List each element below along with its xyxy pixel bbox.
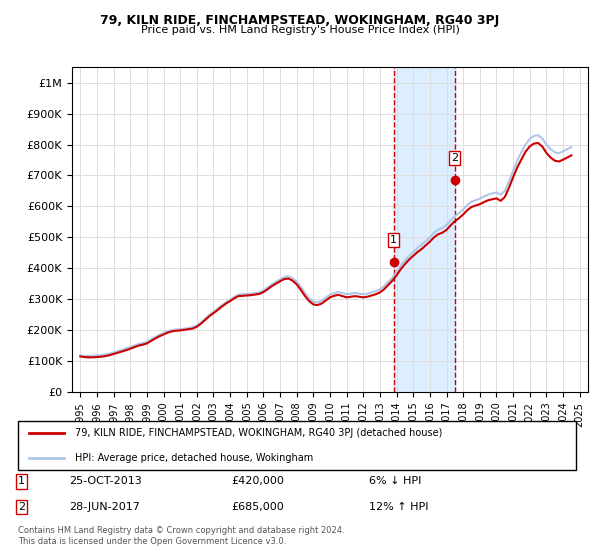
Text: HPI: Average price, detached house, Wokingham: HPI: Average price, detached house, Woki… bbox=[76, 452, 314, 463]
Text: Price paid vs. HM Land Registry's House Price Index (HPI): Price paid vs. HM Land Registry's House … bbox=[140, 25, 460, 35]
Text: Contains HM Land Registry data © Crown copyright and database right 2024.
This d: Contains HM Land Registry data © Crown c… bbox=[18, 526, 344, 545]
Text: 79, KILN RIDE, FINCHAMPSTEAD, WOKINGHAM, RG40 3PJ (detached house): 79, KILN RIDE, FINCHAMPSTEAD, WOKINGHAM,… bbox=[76, 428, 443, 438]
Text: 1: 1 bbox=[390, 235, 397, 245]
Text: 28-JUN-2017: 28-JUN-2017 bbox=[70, 502, 140, 512]
FancyBboxPatch shape bbox=[18, 421, 577, 470]
Text: 2: 2 bbox=[18, 502, 25, 512]
Bar bbox=[394, 67, 455, 392]
Text: 79, KILN RIDE, FINCHAMPSTEAD, WOKINGHAM, RG40 3PJ: 79, KILN RIDE, FINCHAMPSTEAD, WOKINGHAM,… bbox=[100, 14, 500, 27]
Text: 2: 2 bbox=[451, 153, 458, 163]
Text: £420,000: £420,000 bbox=[231, 477, 284, 486]
Text: 25-OCT-2013: 25-OCT-2013 bbox=[70, 477, 142, 486]
Text: 1: 1 bbox=[18, 477, 25, 486]
Text: 6% ↓ HPI: 6% ↓ HPI bbox=[369, 477, 421, 486]
Text: 12% ↑ HPI: 12% ↑ HPI bbox=[369, 502, 428, 512]
Text: £685,000: £685,000 bbox=[231, 502, 284, 512]
